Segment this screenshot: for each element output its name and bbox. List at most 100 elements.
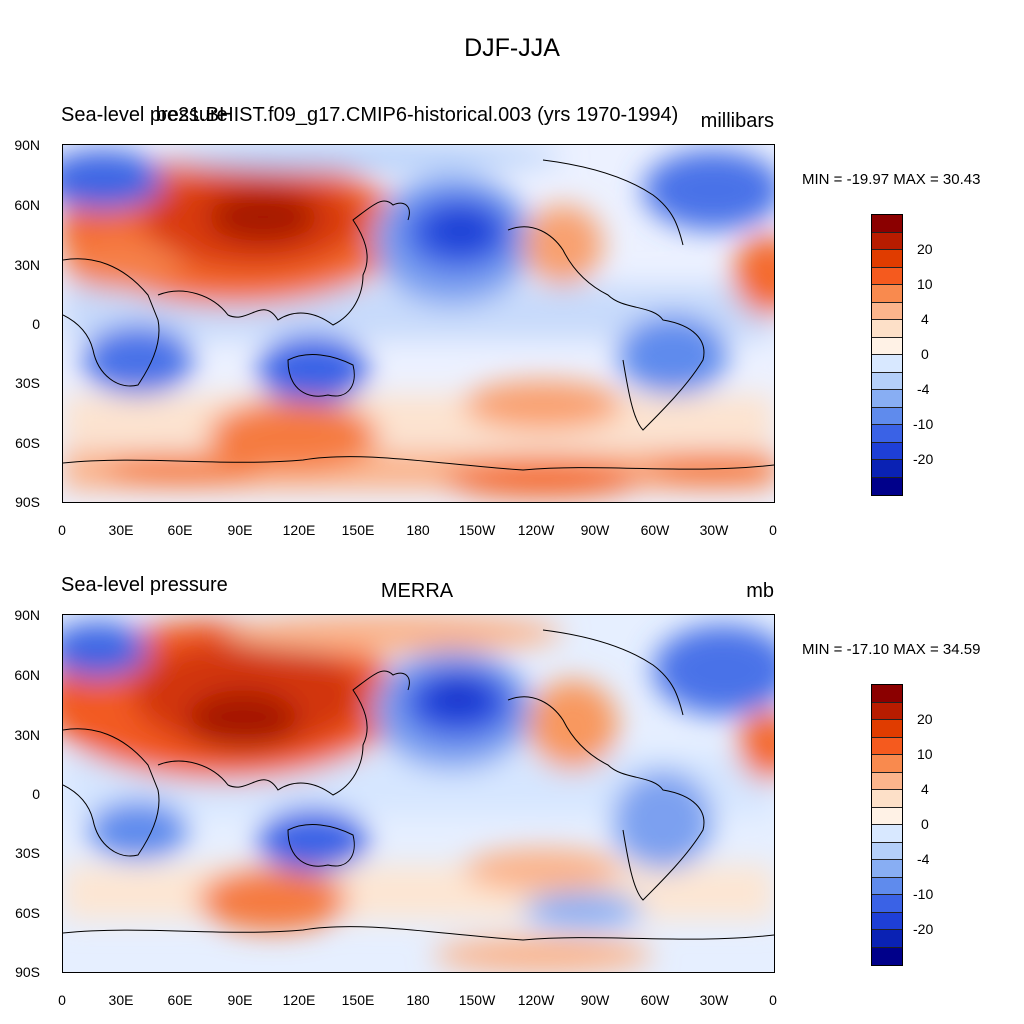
lon-label: 120E (282, 522, 316, 538)
colorbar-label: 20 (917, 711, 933, 727)
lon-label: 0 (58, 992, 66, 1008)
colorbar-label: 4 (921, 781, 929, 797)
lon-label: 60E (167, 992, 193, 1008)
lon-label: 90W (580, 522, 610, 538)
lat-label: 30S (15, 845, 40, 861)
colorbar-label: 10 (917, 276, 933, 292)
lon-label: 30W (699, 992, 729, 1008)
panel-units: millibars (700, 110, 774, 132)
colorbar-label: 4 (921, 311, 929, 327)
colorbar-label: -4 (917, 851, 930, 867)
lon-label: 60W (640, 992, 670, 1008)
colorbar-swatch (872, 355, 902, 373)
lat-label: 30N (14, 727, 40, 743)
lat-label: 60S (15, 905, 40, 921)
colorbar-swatch (872, 460, 902, 478)
colorbar-swatch (872, 807, 902, 825)
lon-label: 0 (769, 992, 777, 1008)
colorbar-label: -10 (913, 886, 934, 902)
colorbar-swatch (872, 442, 902, 460)
panel-left-title: Sea-level pressure (61, 574, 228, 596)
lat-label: 0 (32, 316, 40, 332)
lat-label: 30N (14, 257, 40, 273)
colorbar-swatch (872, 825, 902, 843)
lat-label: 90S (15, 964, 40, 980)
lat-label: 60N (14, 197, 40, 213)
colorbar-label: 0 (921, 346, 929, 362)
colorbar-swatch (872, 285, 902, 303)
lon-label: 60E (167, 522, 193, 538)
lon-label: 90E (227, 522, 253, 538)
colorbar-swatch (872, 302, 902, 320)
colorbar-swatch (872, 425, 902, 443)
lon-label: 0 (58, 522, 66, 538)
colorbar-swatch (872, 737, 902, 755)
panel-min-max: MIN = -17.10 MAX = 34.59 (802, 641, 981, 658)
lon-label: 150W (458, 992, 496, 1008)
colorbar-swatch (872, 320, 902, 338)
lon-label: 30E (108, 522, 134, 538)
colorbar-swatch (872, 215, 902, 233)
colorbar-swatch (872, 877, 902, 895)
main-title: DJF-JJA (464, 34, 560, 62)
colorbar (871, 684, 903, 966)
lon-label: 120W (517, 522, 555, 538)
colorbar-swatch (872, 720, 902, 738)
colorbar-label: -20 (913, 921, 934, 937)
lon-label: 60W (640, 522, 670, 538)
map-plot-merra (62, 614, 775, 973)
lat-label: 60N (14, 667, 40, 683)
colorbar-swatch (872, 372, 902, 390)
colorbar-swatch (872, 842, 902, 860)
lon-label: 90W (580, 992, 610, 1008)
lon-label: 0 (769, 522, 777, 538)
sea-level-pressure-field (63, 145, 774, 502)
colorbar-swatch (872, 895, 902, 913)
colorbar-label: 10 (917, 746, 933, 762)
colorbar-label: -10 (913, 416, 934, 432)
panel-min-max: MIN = -19.97 MAX = 30.43 (802, 171, 981, 188)
colorbar-swatch (872, 337, 902, 355)
colorbar-swatch (872, 860, 902, 878)
panel-center-title: be21.BHIST.f09_g17.CMIP6-historical.003 … (155, 104, 679, 126)
lon-label: 120W (517, 992, 555, 1008)
lon-label: 150E (341, 992, 375, 1008)
colorbar-swatch (872, 930, 902, 948)
lat-label: 0 (32, 786, 40, 802)
map-plot-model (62, 144, 775, 503)
colorbar-swatch (872, 702, 902, 720)
lon-label: 120E (282, 992, 316, 1008)
colorbar-label: 20 (917, 241, 933, 257)
colorbar (871, 214, 903, 496)
colorbar-swatch (872, 250, 902, 268)
colorbar-swatch (872, 232, 902, 250)
lat-label: 60S (15, 435, 40, 451)
colorbar-swatch (872, 477, 902, 495)
colorbar-swatch (872, 267, 902, 285)
sea-level-pressure-field (63, 615, 774, 972)
lat-label: 90N (14, 607, 40, 623)
colorbar-swatch (872, 685, 902, 703)
colorbar-swatch (872, 407, 902, 425)
colorbar-swatch (872, 772, 902, 790)
lon-label: 150E (341, 522, 375, 538)
colorbar-swatch (872, 912, 902, 930)
lon-label: 30W (699, 522, 729, 538)
lat-label: 90S (15, 494, 40, 510)
lat-label: 90N (14, 137, 40, 153)
lat-label: 30S (15, 375, 40, 391)
lon-label: 180 (406, 522, 430, 538)
panel-center-title: MERRA (380, 580, 454, 602)
colorbar-swatch (872, 947, 902, 965)
colorbar-swatch (872, 755, 902, 773)
colorbar-label: -20 (913, 451, 934, 467)
colorbar-label: -4 (917, 381, 930, 397)
lon-label: 90E (227, 992, 253, 1008)
panel-units: mb (746, 580, 774, 602)
colorbar-label: 0 (921, 816, 929, 832)
colorbar-swatch (872, 390, 902, 408)
colorbar-swatch (872, 790, 902, 808)
lon-label: 150W (458, 522, 496, 538)
lon-label: 30E (108, 992, 134, 1008)
panel-left-title: Sea-level pressure (61, 104, 228, 126)
